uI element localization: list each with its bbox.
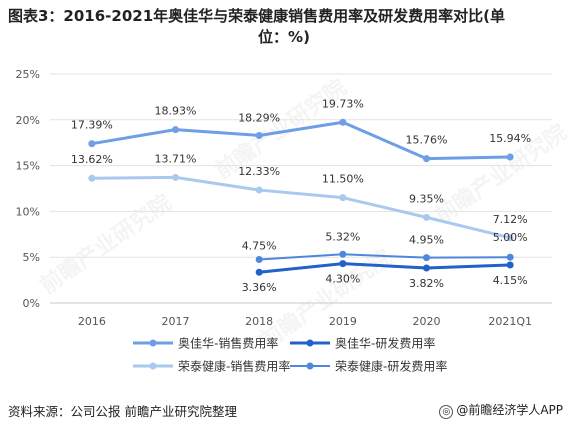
x-tick-label: 2016	[78, 315, 106, 328]
x-tick-label: 2020	[413, 315, 441, 328]
legend-swatch-marker	[149, 339, 157, 347]
series-line	[91, 120, 511, 161]
data-label: 18.29%	[238, 111, 280, 124]
y-tick-label: 0%	[23, 297, 40, 310]
data-label: 19.73%	[322, 97, 364, 110]
series-line	[259, 262, 511, 274]
data-labels: 17.39% 18.93% 18.29% 19.73% 15.76% 15.94% 13.6…	[71, 97, 531, 294]
data-point	[339, 118, 347, 126]
data-point	[88, 174, 96, 182]
credit-note: ◎ @前瞻经济学人APP	[439, 401, 563, 419]
watermark-text: 前瞻产业研究院	[35, 189, 176, 299]
brand-icon: ◎	[439, 405, 454, 419]
data-label: 15.94%	[489, 132, 531, 145]
chart-title-line1: 图表3：2016-2021年奥佳华与荣泰健康销售费用率及研发费用率对比(单	[8, 7, 506, 25]
data-label: 17.39%	[71, 119, 113, 132]
legend-swatch-marker	[149, 362, 157, 370]
legend-label: 奥佳华-销售费用率	[178, 336, 278, 351]
y-tick-label: 15%	[16, 160, 40, 173]
data-point	[423, 254, 430, 262]
y-tick-label: 25%	[16, 68, 40, 81]
y-axis: 0% 5% 10% 15% 20% 25%	[16, 68, 40, 310]
data-point	[172, 173, 179, 181]
x-tick-label: 2019	[329, 315, 357, 328]
data-point	[255, 255, 263, 263]
y-tick-label: 10%	[16, 205, 40, 218]
data-label: 12.33%	[238, 165, 280, 178]
y-tick-label: 5%	[23, 251, 40, 264]
data-label: 11.50%	[322, 173, 364, 186]
data-label: 5.00%	[493, 231, 528, 244]
data-label: 5.32%	[325, 230, 360, 243]
data-label: 4.75%	[242, 239, 277, 252]
credit-text: @前瞻经济学人APP	[456, 403, 563, 417]
series-line	[259, 253, 511, 261]
legend-label: 荣泰健康-销售费用率	[178, 359, 290, 374]
data-label: 4.95%	[409, 234, 444, 247]
x-tick-label: 2021Q1	[488, 315, 532, 328]
data-label: 13.71%	[155, 152, 197, 165]
data-point	[255, 131, 263, 139]
data-label: 4.15%	[493, 274, 528, 287]
x-axis: 2016 2017 2018 2019 2020 2021Q1	[50, 302, 552, 328]
data-point	[506, 261, 514, 269]
data-label: 18.93%	[155, 105, 197, 118]
data-point	[506, 153, 514, 161]
data-point	[88, 140, 96, 148]
chart-title: 图表3：2016-2021年奥佳华与荣泰健康销售费用率及研发费用率对比(单 位：…	[8, 6, 560, 46]
data-label: 4.30%	[325, 273, 360, 286]
data-point	[423, 155, 430, 163]
data-label: 13.62%	[71, 153, 113, 166]
x-tick-label: 2018	[245, 315, 273, 328]
data-point	[423, 264, 430, 272]
watermark-text: 前瞻产业研究院	[210, 74, 351, 184]
data-point	[423, 213, 430, 221]
data-point	[339, 260, 347, 268]
legend-label: 奥佳华-研发费用率	[335, 336, 435, 351]
data-point	[506, 234, 514, 242]
x-tick-label: 2017	[162, 315, 190, 328]
data-point	[172, 126, 179, 134]
series-line	[91, 175, 511, 240]
source-note: 资料来源：公司公报 前瞻产业研究院整理	[8, 404, 237, 419]
data-point	[255, 268, 263, 276]
data-point	[255, 186, 263, 194]
legend-label: 荣泰健康-研发费用率	[335, 359, 447, 374]
data-label: 9.35%	[409, 192, 444, 205]
data-point	[339, 250, 347, 258]
data-point	[339, 194, 347, 202]
data-label: 3.82%	[409, 277, 444, 290]
y-tick-label: 20%	[16, 114, 40, 127]
chart-title-line2: 位：%)	[258, 28, 310, 46]
data-point	[506, 253, 514, 261]
series-lines	[88, 118, 514, 276]
data-label: 7.12%	[493, 213, 528, 226]
legend-swatch-marker	[306, 362, 314, 370]
data-label: 15.76%	[406, 134, 448, 147]
legend-swatch-marker	[306, 339, 314, 347]
data-label: 3.36%	[242, 281, 277, 294]
